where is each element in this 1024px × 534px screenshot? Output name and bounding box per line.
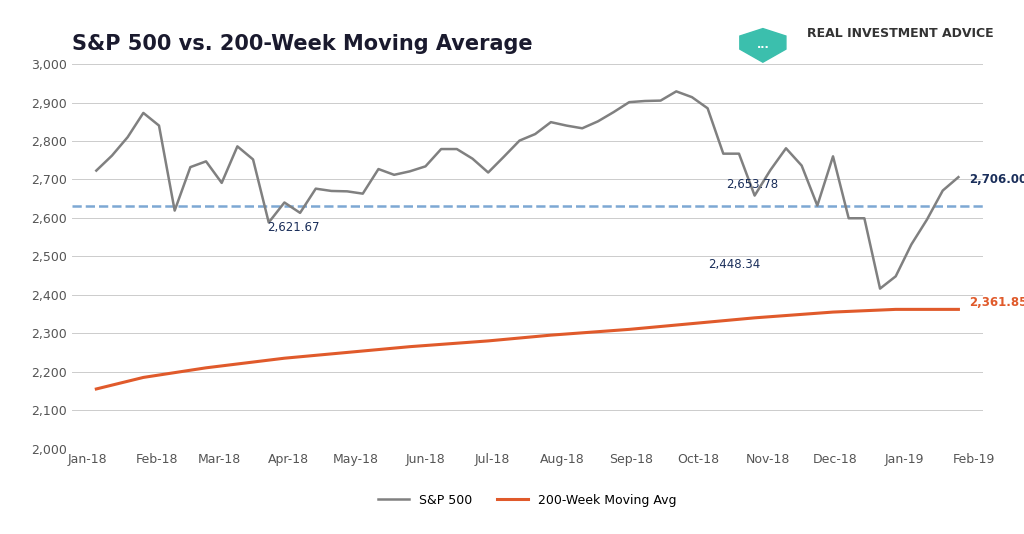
- Text: 2,621.67: 2,621.67: [267, 221, 319, 234]
- Text: 2,706.00: 2,706.00: [970, 173, 1024, 186]
- Polygon shape: [739, 29, 786, 62]
- Legend: S&P 500, 200-Week Moving Avg: S&P 500, 200-Week Moving Avg: [373, 489, 682, 512]
- Text: S&P 500 vs. 200-Week Moving Average: S&P 500 vs. 200-Week Moving Average: [72, 34, 532, 54]
- Text: 2,448.34: 2,448.34: [709, 258, 761, 271]
- Text: 2,361.85: 2,361.85: [970, 295, 1024, 309]
- Text: ...: ...: [757, 41, 769, 50]
- Text: 2,653.78: 2,653.78: [726, 178, 778, 191]
- Text: REAL INVESTMENT ADVICE: REAL INVESTMENT ADVICE: [807, 27, 993, 40]
